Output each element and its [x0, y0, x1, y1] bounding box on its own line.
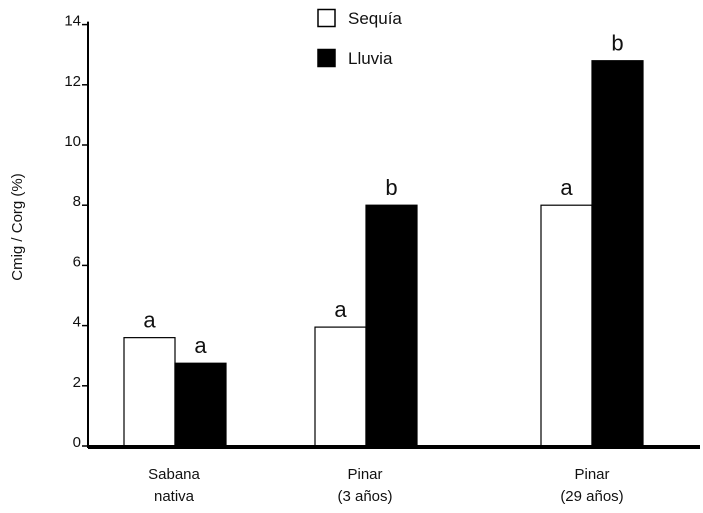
category-label: Sabana nativa — [148, 466, 200, 505]
category-label: Pinar (3 años) — [337, 466, 392, 505]
category-label-line: nativa — [154, 488, 195, 505]
legend-label: Lluvia — [348, 49, 393, 68]
y-tick-label: 6 — [73, 253, 81, 270]
bar — [591, 60, 644, 447]
y-tick-label: 12 — [64, 73, 81, 90]
bars-layer: a a a a b b — [123, 31, 644, 447]
category-label-line: Sabana — [148, 466, 200, 483]
bar-significance-label: b — [611, 31, 623, 56]
bar-significance-label: a — [334, 297, 347, 322]
bar — [123, 337, 176, 447]
legend: Sequía Lluvia — [317, 8, 402, 68]
category-label-line: (3 años) — [337, 488, 392, 505]
bar-significance-label: b — [385, 175, 397, 200]
category-label-line: Pinar — [347, 466, 382, 483]
bar-significance-label: a — [194, 333, 207, 358]
y-tick-label: 8 — [73, 193, 81, 210]
legend-swatch — [317, 48, 336, 68]
bar — [540, 204, 593, 447]
y-tick-label: 10 — [64, 133, 81, 150]
bar — [314, 326, 367, 447]
bar-significance-label: a — [560, 175, 573, 200]
category-label: Pinar (29 años) — [560, 466, 623, 505]
y-tick-label: 14 — [64, 13, 81, 30]
y-tick-label: 0 — [73, 434, 81, 451]
category-label-line: (29 años) — [560, 488, 623, 505]
legend-swatch — [317, 8, 336, 28]
y-axis: 0 2 4 6 8 10 12 14 — [64, 13, 89, 451]
y-axis-label: Cmig / Corg (%) — [9, 173, 26, 281]
category-labels: Sabana nativa Pinar (3 años) Pinar (29 años) — [148, 466, 624, 505]
y-tick-label: 4 — [73, 314, 81, 331]
legend-label: Sequía — [348, 9, 402, 28]
category-label-line: Pinar — [574, 466, 609, 483]
bar — [365, 204, 418, 447]
bar — [174, 362, 227, 447]
y-tick-label: 2 — [73, 374, 81, 391]
bar-significance-label: a — [143, 308, 156, 333]
